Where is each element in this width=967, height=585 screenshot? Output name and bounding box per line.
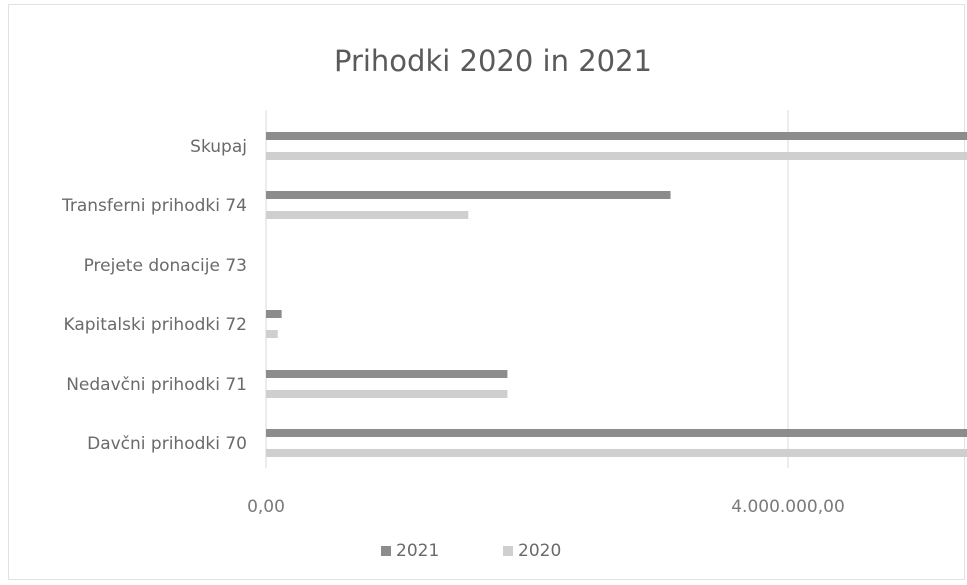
category-label-4: Nedavčni prihodki 71 bbox=[66, 375, 247, 395]
category-label-3: Kapitalski prihodki 72 bbox=[64, 315, 248, 335]
category-label-1: Transferni prihodki 74 bbox=[61, 196, 247, 216]
category-labels: Skupaj Transferni prihodki 74 Prejete dona… bbox=[61, 137, 247, 454]
bar-2021-0 bbox=[266, 132, 967, 140]
bar-2020-5 bbox=[266, 449, 967, 457]
legend-swatch-2020 bbox=[503, 546, 513, 556]
legend-label-2021: 2021 bbox=[396, 541, 439, 561]
category-label-0: Skupaj bbox=[190, 137, 247, 157]
bars bbox=[266, 132, 967, 457]
bar-2020-1 bbox=[266, 211, 469, 219]
bar-2020-4 bbox=[266, 390, 508, 398]
bar-2021-1 bbox=[266, 191, 671, 199]
legend-swatch-2021 bbox=[381, 546, 391, 556]
legend: 2021 2020 bbox=[381, 541, 561, 561]
bar-2021-4 bbox=[266, 370, 508, 378]
chart-frame bbox=[8, 4, 965, 580]
category-label-2: Prejete donacije 73 bbox=[84, 256, 247, 276]
x-axis-tick-labels: 0,004.000.000,008.000.000,0012.000.000,0… bbox=[247, 497, 845, 517]
bar-2020-3 bbox=[266, 330, 278, 338]
bar-2021-5 bbox=[266, 429, 967, 437]
x-tick-label-0: 0,00 bbox=[247, 497, 285, 517]
category-label-5: Davčni prihodki 70 bbox=[87, 434, 247, 454]
bar-2021-3 bbox=[266, 310, 282, 318]
bar-2020-0 bbox=[266, 152, 967, 160]
gridlines bbox=[265, 110, 789, 468]
x-tick-label-1: 4.000.000,00 bbox=[731, 497, 845, 517]
chart-title: Prihodki 2020 in 2021 bbox=[334, 44, 652, 78]
legend-label-2020: 2020 bbox=[518, 541, 561, 561]
